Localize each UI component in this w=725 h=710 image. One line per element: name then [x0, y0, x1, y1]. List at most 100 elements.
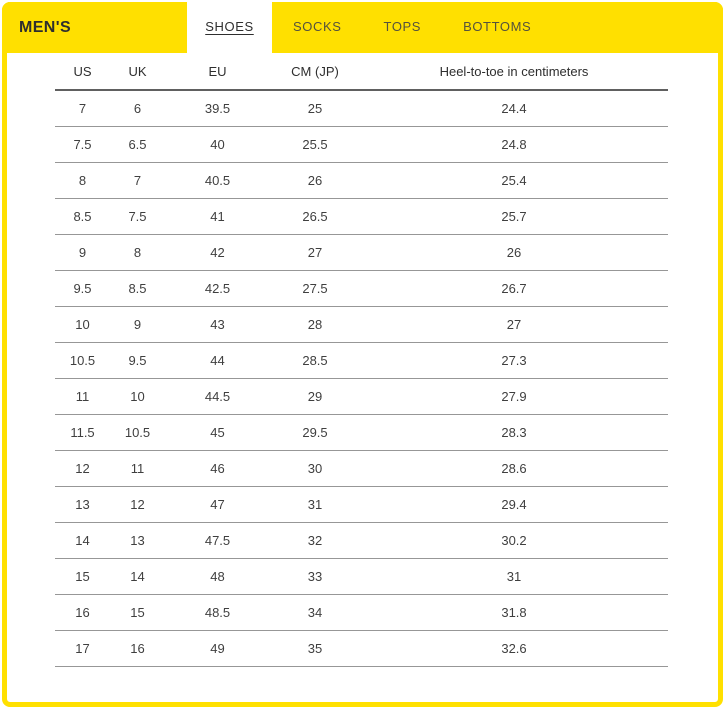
table-cell: 32	[270, 522, 360, 559]
table-cell: 39.5	[165, 90, 270, 127]
table-cell: 30.2	[360, 522, 668, 559]
table-cell: 11.5	[55, 414, 110, 451]
table-cell: 27	[270, 234, 360, 271]
table-cell: 14	[55, 522, 110, 559]
table-cell: 48.5	[165, 594, 270, 631]
table-cell: 16	[110, 630, 165, 667]
tab-shoes[interactable]: SHOES	[187, 0, 272, 53]
table-cell: 31	[360, 558, 668, 595]
table-cell: 27	[360, 306, 668, 343]
table-cell: 8.5	[55, 198, 110, 235]
table-cell: 47	[165, 486, 270, 523]
table-cell: 35	[270, 630, 360, 667]
table-cell: 41	[165, 198, 270, 235]
table-cell: 27.3	[360, 342, 668, 379]
table-row: 10 9 43 28 27	[55, 306, 668, 343]
table-cell: 28.3	[360, 414, 668, 451]
table-cell: 26.5	[270, 198, 360, 235]
table-cell: 32.6	[360, 630, 668, 667]
table-cell: 28	[270, 306, 360, 343]
page-title: MEN'S	[19, 18, 72, 36]
table-cell: 15	[110, 594, 165, 631]
column-header: US	[55, 53, 110, 91]
table-cell: 9.5	[55, 270, 110, 307]
table-cell: 24.8	[360, 126, 668, 163]
tab-socks[interactable]: SOCKS	[272, 0, 363, 53]
size-chart-table: US UK EU CM (JP) Heel-to-toe in centimeters …	[55, 53, 668, 667]
table-row: 15 14 48 33 31	[55, 558, 668, 595]
table-row: 11 10 44.5 29 27.9	[55, 378, 668, 415]
table-cell: 27.5	[270, 270, 360, 307]
table-cell: 7	[110, 162, 165, 199]
table-row: 9.5 8.5 42.5 27.5 26.7	[55, 270, 668, 307]
column-header-row: US UK EU CM (JP) Heel-to-toe in centimeters	[55, 53, 668, 91]
table-cell: 48	[165, 558, 270, 595]
table-cell: 14	[110, 558, 165, 595]
table-row: 8 7 40.5 26 25.4	[55, 162, 668, 199]
table-cell: 34	[270, 594, 360, 631]
table-cell: 25	[270, 90, 360, 127]
table-row: 7.5 6.5 40 25.5 24.8	[55, 126, 668, 163]
table-cell: 24.4	[360, 90, 668, 127]
table-cell: 9	[110, 306, 165, 343]
table-cell: 47.5	[165, 522, 270, 559]
table-cell: 25.7	[360, 198, 668, 235]
table-row: 14 13 47.5 32 30.2	[55, 522, 668, 559]
column-header: CM (JP)	[270, 53, 360, 91]
tab-bottoms[interactable]: BOTTOMS	[442, 0, 552, 53]
table-cell: 9	[55, 234, 110, 271]
table-cell: 43	[165, 306, 270, 343]
table-cell: 17	[55, 630, 110, 667]
table-cell: 49	[165, 630, 270, 667]
table-cell: 29.4	[360, 486, 668, 523]
table-cell: 46	[165, 450, 270, 487]
table-cell: 25.5	[270, 126, 360, 163]
table-cell: 28.6	[360, 450, 668, 487]
table-row: 9 8 42 27 26	[55, 234, 668, 271]
table-cell: 13	[110, 522, 165, 559]
table-cell: 9.5	[110, 342, 165, 379]
table-cell: 31.8	[360, 594, 668, 631]
table-cell: 26	[270, 162, 360, 199]
table-cell: 33	[270, 558, 360, 595]
table-row: 17 16 49 35 32.6	[55, 630, 668, 667]
table-cell: 6.5	[110, 126, 165, 163]
table-cell: 13	[55, 486, 110, 523]
table-row: 7 6 39.5 25 24.4	[55, 90, 668, 127]
table-row: 12 11 46 30 28.6	[55, 450, 668, 487]
table-cell: 7	[55, 90, 110, 127]
table-cell: 8	[55, 162, 110, 199]
table-cell: 27.9	[360, 378, 668, 415]
column-header: UK	[110, 53, 165, 91]
table-cell: 16	[55, 594, 110, 631]
table-cell: 26	[360, 234, 668, 271]
table-cell: 7.5	[110, 198, 165, 235]
table-cell: 31	[270, 486, 360, 523]
table-cell: 6	[110, 90, 165, 127]
table-cell: 8.5	[110, 270, 165, 307]
table-cell: 10	[55, 306, 110, 343]
table-cell: 40.5	[165, 162, 270, 199]
table-cell: 42.5	[165, 270, 270, 307]
table-cell: 42	[165, 234, 270, 271]
table-cell: 7.5	[55, 126, 110, 163]
category-header: MEN'S SHOES SOCKS TOPS BOTTOMS	[2, 0, 723, 53]
tab-bar: SHOES SOCKS TOPS BOTTOMS	[187, 0, 552, 53]
table-cell: 25.4	[360, 162, 668, 199]
table-cell: 12	[110, 486, 165, 523]
column-header: Heel-to-toe in centimeters	[360, 53, 668, 91]
table-row: 13 12 47 31 29.4	[55, 486, 668, 523]
table-cell: 10.5	[110, 414, 165, 451]
table-row: 10.5 9.5 44 28.5 27.3	[55, 342, 668, 379]
table-cell: 10.5	[55, 342, 110, 379]
table-body: 7 6 39.5 25 24.4 7.5 6.5 40 25.5 24.8 8 7 40.5 26 25.4…	[55, 90, 668, 667]
table-row: 11.5 10.5 45 29.5 28.3	[55, 414, 668, 451]
table-cell: 26.7	[360, 270, 668, 307]
table-cell: 44	[165, 342, 270, 379]
tab-tops[interactable]: TOPS	[363, 0, 443, 53]
size-chart: US UK EU CM (JP) Heel-to-toe in centimeters …	[55, 53, 668, 667]
table-row: 8.5 7.5 41 26.5 25.7	[55, 198, 668, 235]
table-cell: 28.5	[270, 342, 360, 379]
table-cell: 10	[110, 378, 165, 415]
